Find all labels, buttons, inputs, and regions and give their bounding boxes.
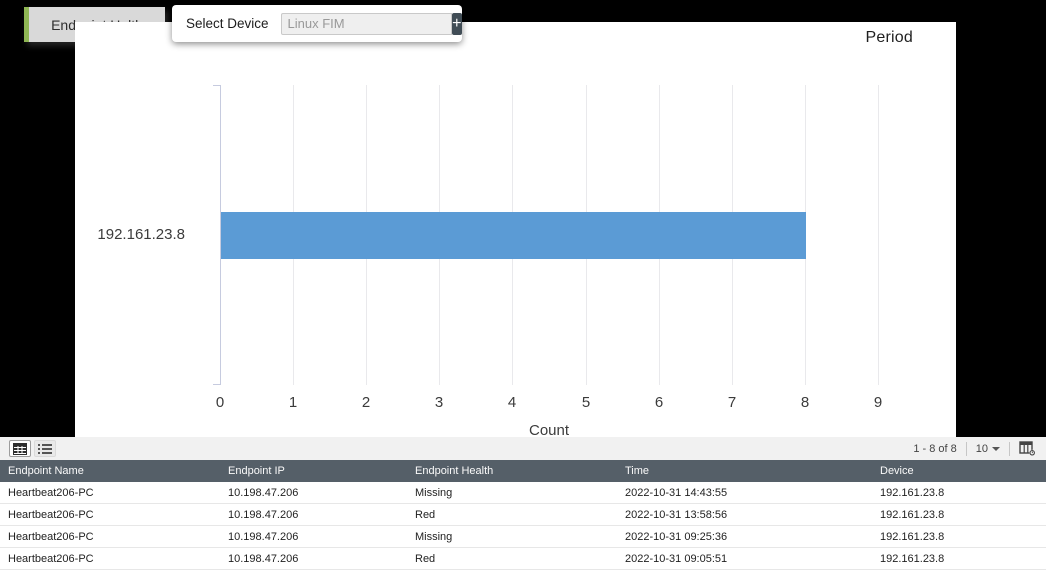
table-row[interactable]: Heartbeat206-PC 10.198.47.206 Missing 2022-… — [0, 525, 1046, 548]
y-axis-line — [220, 85, 221, 385]
table-section: 1 - 8 of 8 10 Endpoint Nam — [0, 437, 1046, 570]
pagination-range: 1 - 8 of 8 — [913, 442, 957, 455]
device-input[interactable] — [280, 12, 452, 35]
table-cell: 10.198.47.206 — [220, 547, 407, 570]
column-header[interactable]: Endpoint Health — [407, 460, 617, 482]
x-axis-title: Count — [528, 422, 570, 437]
y-axis-outer-tick — [213, 384, 220, 385]
chevron-down-icon — [992, 446, 1000, 451]
table-cell: Heartbeat206-PC — [0, 503, 220, 526]
table-cell: 2022-10-31 13:58:56 — [617, 503, 872, 526]
table-cell: Missing — [407, 482, 617, 504]
table-cell: Red — [407, 503, 617, 526]
add-device-button[interactable]: + — [451, 12, 462, 35]
column-header[interactable]: Time — [617, 460, 872, 482]
table-body: Heartbeat206-PC 10.198.47.206 Missing 2022-… — [0, 482, 1046, 570]
x-tick-label: 1 — [288, 394, 298, 411]
x-tick-label: 3 — [434, 394, 444, 411]
endpoint-table: Endpoint Name Endpoint IP Endpoint Health T… — [0, 460, 1046, 570]
select-device-panel: Select Device + — [172, 5, 462, 42]
list-view-icon[interactable] — [34, 440, 56, 457]
toolbar-separator — [1009, 441, 1010, 456]
x-tick-label: 5 — [581, 394, 591, 411]
table-cell: 2022-10-31 09:05:51 — [617, 547, 872, 570]
table-view-glyph — [13, 442, 27, 455]
table-cell: Heartbeat206-PC — [0, 547, 220, 570]
table-cell: 192.161.23.8 — [872, 482, 1046, 504]
table-cell: 192.161.23.8 — [872, 503, 1046, 526]
table-cell: 192.161.23.8 — [872, 525, 1046, 548]
y-category-label: 192.161.23.8 — [97, 226, 185, 243]
x-tick-label: 2 — [361, 394, 371, 411]
x-tick-label: 9 — [873, 394, 883, 411]
table-view-icon[interactable] — [9, 440, 31, 457]
column-header[interactable]: Device — [872, 460, 1046, 482]
table-cell: 2022-10-31 09:25:36 — [617, 525, 872, 548]
toolbar-separator — [965, 441, 967, 456]
x-tick-label: 6 — [654, 394, 664, 411]
column-header[interactable]: Endpoint IP — [220, 460, 407, 482]
table-row[interactable]: Heartbeat206-PC 10.198.47.206 Red 2022-10-3… — [0, 547, 1046, 570]
page-size-value: 10 — [975, 442, 988, 455]
chart-panel: Period 0 1 2 3 4 5 6 7 8 9 192.161.23.8 Count — [75, 22, 956, 437]
table-cell: 192.161.23.8 — [872, 547, 1046, 570]
table-cell: Heartbeat206-PC — [0, 482, 220, 504]
bar[interactable] — [221, 212, 806, 259]
x-tick-label: 8 — [800, 394, 810, 411]
table-header-row: Endpoint Name Endpoint IP Endpoint Health T… — [0, 460, 1046, 482]
table-export-icon[interactable] — [1019, 441, 1036, 456]
table-cell: Missing — [407, 525, 617, 548]
table-row[interactable]: Heartbeat206-PC 10.198.47.206 Missing 2022-… — [0, 482, 1046, 504]
table-cell: Heartbeat206-PC — [0, 525, 220, 548]
table-export-glyph — [1019, 441, 1036, 456]
table-cell: 10.198.47.206 — [220, 503, 407, 526]
page-size-dropdown[interactable]: 10 — [976, 443, 1000, 455]
table-cell: 10.198.47.206 — [220, 525, 407, 548]
column-header[interactable]: Endpoint Name — [0, 460, 220, 482]
table-row[interactable]: Heartbeat206-PC 10.198.47.206 Red 2022-10-3… — [0, 503, 1046, 526]
gridline — [878, 85, 879, 385]
table-cell: Red — [407, 547, 617, 570]
table-toolbar: 1 - 8 of 8 10 — [0, 437, 1046, 460]
y-axis-outer-tick — [213, 85, 220, 86]
x-tick-label: 7 — [727, 394, 737, 411]
select-device-label: Select Device — [186, 16, 269, 31]
table-cell: 2022-10-31 14:43:55 — [617, 482, 872, 504]
x-tick-label: 0 — [215, 394, 225, 411]
x-tick-label: 4 — [507, 394, 517, 411]
list-view-glyph — [38, 443, 52, 454]
bar-chart: 0 1 2 3 4 5 6 7 8 9 192.161.23.8 Count — [75, 22, 956, 437]
table-cell: 10.198.47.206 — [220, 482, 407, 504]
chart-period-title: Period — [865, 29, 913, 46]
